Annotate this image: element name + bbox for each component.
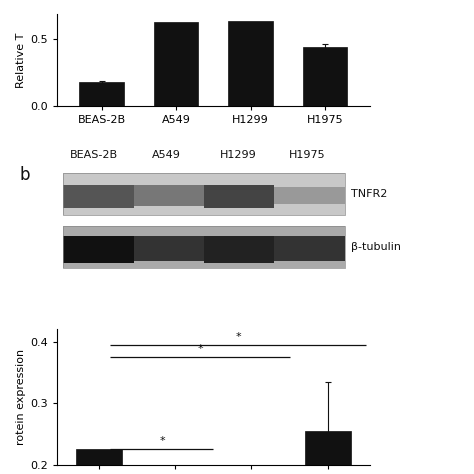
Bar	[303, 47, 347, 106]
Bar	[134, 185, 204, 206]
Bar	[79, 82, 124, 106]
Text: H1299: H1299	[220, 150, 257, 160]
Bar	[134, 236, 204, 261]
Bar	[154, 22, 199, 106]
Text: TNFR2: TNFR2	[351, 189, 387, 199]
Y-axis label: rotein expression: rotein expression	[16, 349, 26, 445]
Bar	[204, 185, 274, 208]
Bar	[274, 187, 345, 204]
Bar	[63, 173, 345, 215]
Text: b: b	[19, 166, 30, 184]
Bar	[63, 236, 134, 264]
Bar	[63, 185, 134, 208]
Text: H1975: H1975	[289, 150, 326, 160]
Bar	[63, 226, 345, 268]
Text: *: *	[198, 344, 203, 354]
Bar	[305, 431, 351, 474]
Text: A549: A549	[152, 150, 181, 160]
Text: *: *	[159, 436, 165, 446]
Text: *: *	[236, 332, 241, 342]
Bar	[63, 226, 345, 268]
Text: β-tubulin: β-tubulin	[351, 242, 401, 252]
Bar	[76, 449, 122, 474]
Text: BEAS-2B: BEAS-2B	[70, 150, 118, 160]
Bar	[204, 236, 274, 264]
Bar	[63, 173, 345, 215]
Y-axis label: Relative T: Relative T	[16, 33, 26, 88]
Bar	[228, 21, 273, 106]
Bar	[274, 236, 345, 261]
